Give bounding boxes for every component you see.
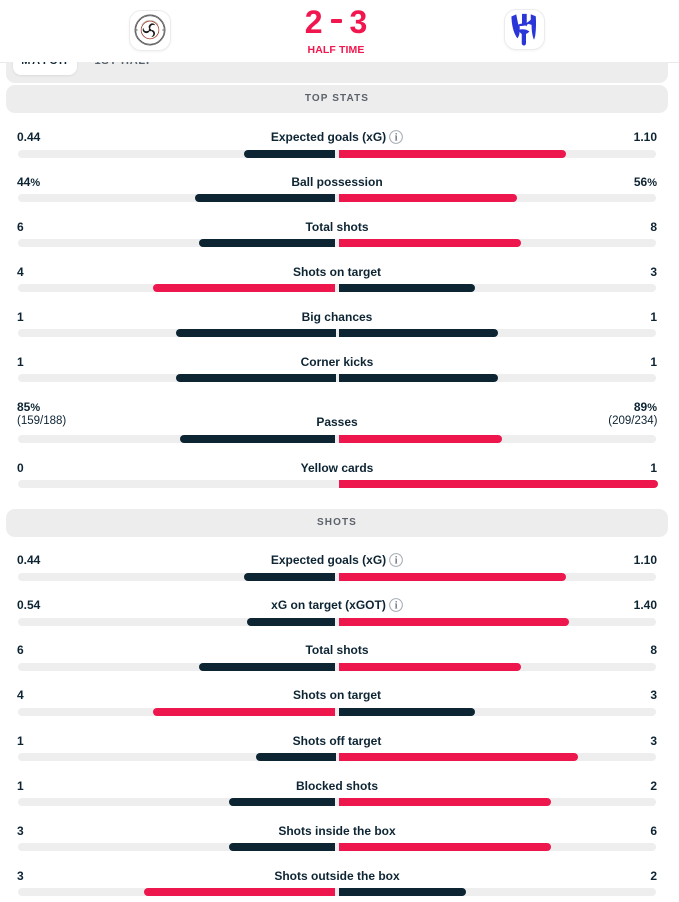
svg-text:i: i <box>395 556 398 567</box>
svg-text:i: i <box>395 601 398 612</box>
svg-text:i: i <box>395 133 398 144</box>
